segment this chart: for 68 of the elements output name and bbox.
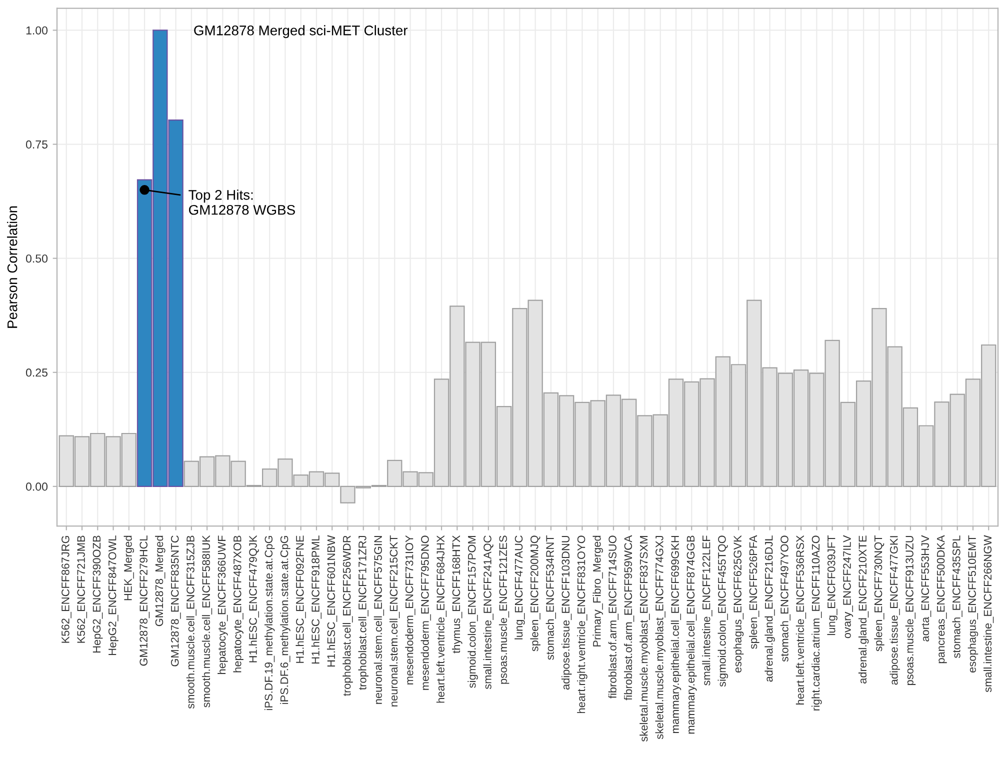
x-tick-label: skeletal.muscle.myoblast_ENCFF774GXJ — [655, 536, 666, 740]
x-tick-label: lung_ENCFF039JFT — [827, 535, 838, 636]
x-tick-label: H1.hESC_ENCFF092FNE — [296, 536, 306, 663]
x-tick-label: esophagus_ENCFF510EMT — [968, 535, 978, 672]
x-tick-label: adipose.tissue_ENCFF477GKI — [890, 536, 900, 685]
x-tick-label: neuronal.stem.cell_ENCFF575GIN — [374, 536, 384, 704]
x-tick-label: small.intestine_ENCFF122LEF — [702, 536, 712, 686]
x-tick-label: small.intestine_ENCFF266NGW — [984, 535, 994, 692]
x-tick-label: psoas.muscle_ENCFF121ZES — [498, 536, 510, 684]
annotation: GM12878 Merged sci-MET Cluster — [194, 25, 408, 38]
x-tick-label: ovary_ENCFF247ILV — [843, 535, 854, 638]
x-tick-label: heart.left.ventricle_ENCFF684JHX — [436, 535, 447, 703]
x-tick-label: mammary.epithelial.cell_ENCFF874GGB — [686, 536, 697, 734]
x-tick-label: GM12878_ENCFF279HCL — [140, 536, 150, 666]
x-tick-label: GM12878_ENCFF835NTC — [170, 536, 181, 666]
x-tick-label: iPS.DF.6_methylation.state.at.CpG — [280, 536, 290, 704]
x-tick-label: HepG2_ENCFF390OZB — [92, 536, 103, 653]
x-tick-label: smooth.muscle.cell_ENCFF315ZJB — [186, 536, 196, 709]
x-tick-label: hepatocyte_ENCFF487XOB — [233, 536, 244, 672]
x-tick-label: mammary.epithelial.cell_ENCFF699GKH — [670, 536, 682, 733]
x-tick-label: trophoblast.cell_ENCFF256WDR — [342, 536, 353, 696]
x-tick-label: iPS.DF.19_methylation.state.at.CpG — [264, 536, 275, 710]
x-tick-label: adrenal.gland_ENCFF216DJL — [764, 535, 775, 682]
x-tick-label: H1.hESC_ENCFF918PML — [311, 536, 322, 664]
x-tick-label: K562_ENCFF867JRG — [62, 536, 72, 643]
x-tick-label: GM12878_Merged — [155, 536, 166, 626]
x-tick-label: Primary_Fibro_Merged — [592, 536, 603, 646]
x-tick-label: mesendoderm_ENCFF731IOY — [405, 535, 416, 684]
x-tick-label: spleen_ENCFF730NQT — [874, 535, 884, 652]
x-tick-label: spleen_ENCFF526PFA — [749, 535, 760, 649]
x-tick-label: fibroblast.of.arm_ENCFF714SUO — [608, 536, 618, 698]
annotation: Top 2 Hits: GM12878 WGBS — [188, 190, 295, 215]
x-tick-label: adipose.tissue_ENCFF103DNU — [561, 536, 572, 690]
x-tick-label: K562_ENCFF721JMB — [77, 536, 88, 643]
x-tick-label: stomach_ENCFF435SPL — [952, 536, 962, 658]
x-tick-label: thymus_ENCFF168HTX — [452, 535, 462, 654]
x-tick-label: trophoblast.cell_ENCFF171ZRJ — [358, 536, 368, 690]
y-tick-label: 0.75 — [26, 140, 48, 149]
x-tick-label: right.cardiac.atrium_ENCFF110AZO — [812, 536, 822, 710]
x-tick-label: pancreas_ENCFF500DKA — [936, 535, 947, 664]
x-tick-label: HEK_Merged — [124, 536, 134, 600]
x-tick-label: psoas.muscle_ENCFF913UZU — [905, 536, 916, 686]
x-tick-label: stomach_ENCFF497YOO — [780, 536, 790, 662]
x-tick-label: spleen_ENCFF200MJQ — [530, 536, 540, 652]
x-tick-label: heart.left.ventricle_ENCFF536RSX — [796, 535, 806, 705]
x-tick-label: H1.hESC_ENCFF601NBW — [326, 535, 338, 667]
y-tick-label: 0.25 — [26, 368, 48, 377]
x-tick-label: H1.hESC_ENCFF479QJK — [248, 535, 259, 662]
y-tick-label: 0.50 — [26, 254, 48, 263]
x-tick-label: skeletal.muscle.myoblast_ENCFF837SXM — [640, 536, 650, 742]
x-tick-label: aorta_ENCFF553HJV — [921, 535, 932, 642]
y-axis-title: Pearson Correlation — [7, 206, 18, 328]
x-tick-label: neuronal.stem.cell_ENCFF215CKT — [390, 535, 400, 706]
x-tick-label: small.intestine_ENCFF241AQC — [483, 536, 494, 690]
x-tick-label: esophagus_ENCFF625GVK — [733, 535, 744, 673]
x-tick-label: smooth.muscle.cell_ENCFF588IUK — [202, 535, 212, 708]
x-tick-label: heart.right.ventricle_ENCFF831OYO — [577, 536, 588, 714]
y-tick-label: 1.00 — [26, 26, 48, 35]
x-tick-label: adrenal.gland_ENCFF210XTE — [858, 536, 869, 684]
x-tick-label: mesendoderm_ENCFF795DNO — [420, 536, 431, 690]
x-tick-label: HepG2_ENCFF847OWL — [108, 536, 118, 655]
x-tick-label: lung_ENCFF477AUC — [514, 536, 525, 640]
x-tick-label: sigmoid.colon_ENCFF455TQO — [718, 536, 728, 687]
x-tick-label: sigmoid.colon_ENCFF157POM — [468, 536, 478, 688]
x-tick-label: hepatocyte_ENCFF366UWF — [218, 536, 228, 674]
x-tick-label: stomach_ENCFF534RNT — [546, 535, 556, 660]
y-tick-label: 0.00 — [26, 482, 48, 491]
x-tick-label: fibroblast.of.arm_ENCFF959WCA — [624, 535, 634, 700]
